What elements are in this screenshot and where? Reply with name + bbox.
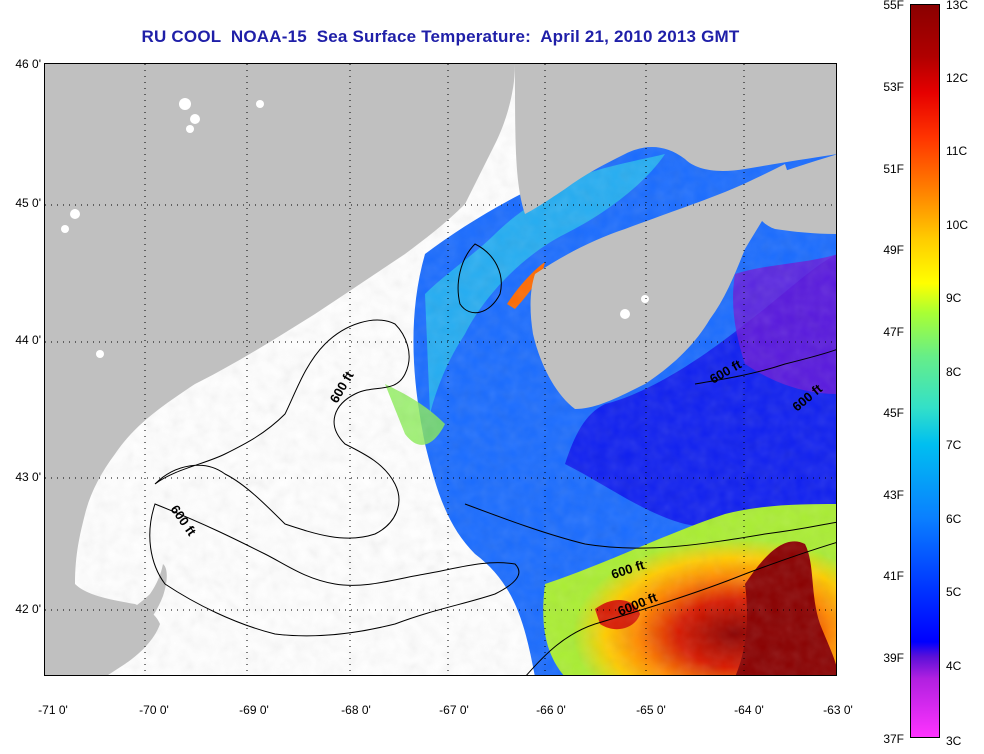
sst-map-canvas: 600 ft 600 ft 600 ft 600 ft 600 ft 6000 … bbox=[45, 64, 836, 675]
temperature-colorbar bbox=[910, 4, 940, 738]
land-nova-scotia bbox=[530, 164, 790, 409]
graticule bbox=[45, 64, 836, 675]
colorbar-c-label: 10C bbox=[946, 218, 969, 232]
contour-600ft-scotian bbox=[694, 349, 836, 385]
lon-label-69: -69 0' bbox=[239, 703, 269, 717]
bathymetry-contours bbox=[149, 243, 836, 675]
colorbar-c-label: 13C bbox=[946, 0, 969, 12]
lakes bbox=[61, 98, 649, 358]
sst-map: 600 ft 600 ft 600 ft 600 ft 600 ft 6000 … bbox=[44, 63, 837, 676]
lat-label-42: 42 0' bbox=[15, 602, 41, 616]
colorbar-f-label: 47F bbox=[883, 325, 904, 339]
colorbar-c-label: 12C bbox=[946, 71, 969, 85]
colorbar-f-label: 55F bbox=[883, 0, 904, 12]
colorbar-c-label: 11C bbox=[946, 144, 968, 158]
lon-label-67: -67 0' bbox=[439, 703, 469, 717]
land-new-england bbox=[45, 64, 515, 675]
colorbar-f-label: 43F bbox=[883, 488, 904, 502]
contour-600ft-gulf bbox=[154, 319, 410, 539]
lat-label-46: 46 0' bbox=[15, 57, 41, 71]
contour-600ft-inner bbox=[457, 243, 502, 314]
colorbar-c-label: 9C bbox=[946, 291, 962, 305]
lon-label-63: -63 0' bbox=[823, 703, 853, 717]
land-cape-breton bbox=[745, 154, 836, 234]
lon-label-65: -65 0' bbox=[636, 703, 666, 717]
colorbar-c-label: 4C bbox=[946, 659, 962, 673]
lon-label-66: -66 0' bbox=[536, 703, 566, 717]
map-title: RU COOL NOAA-15 Sea Surface Temperature:… bbox=[141, 27, 740, 46]
lon-label-68: -68 0' bbox=[341, 703, 371, 717]
lon-label-70: -70 0' bbox=[139, 703, 169, 717]
colorbar-f-label: 45F bbox=[883, 406, 904, 420]
lon-label-71: -71 0' bbox=[38, 703, 68, 717]
colorbar-f-label: 41F bbox=[883, 569, 904, 583]
colorbar-c-label: 8C bbox=[946, 365, 962, 379]
colorbar-f-label: 39F bbox=[883, 651, 904, 665]
colorbar-c-label: 6C bbox=[946, 512, 962, 526]
land-cape-cod bbox=[105, 564, 167, 652]
lon-label-64: -64 0' bbox=[734, 703, 764, 717]
colorbar-c-label: 3C bbox=[946, 734, 962, 748]
lat-label-43: 43 0' bbox=[15, 470, 41, 484]
colorbar-f-label: 49F bbox=[883, 243, 904, 257]
colorbar-f-label: 37F bbox=[883, 732, 904, 746]
colorbar-c-label: 5C bbox=[946, 585, 962, 599]
colorbar-c-label: 7C bbox=[946, 438, 962, 452]
colorbar-f-label: 53F bbox=[883, 80, 904, 94]
lat-label-44: 44 0' bbox=[15, 333, 41, 347]
lat-label-45: 45 0' bbox=[15, 196, 41, 210]
contour-600ft-maine bbox=[149, 503, 520, 637]
colorbar-f-label: 51F bbox=[883, 162, 904, 176]
contour-6000ft bbox=[526, 542, 836, 675]
contour-600ft-browns bbox=[464, 503, 836, 549]
land-new-brunswick bbox=[515, 64, 836, 214]
